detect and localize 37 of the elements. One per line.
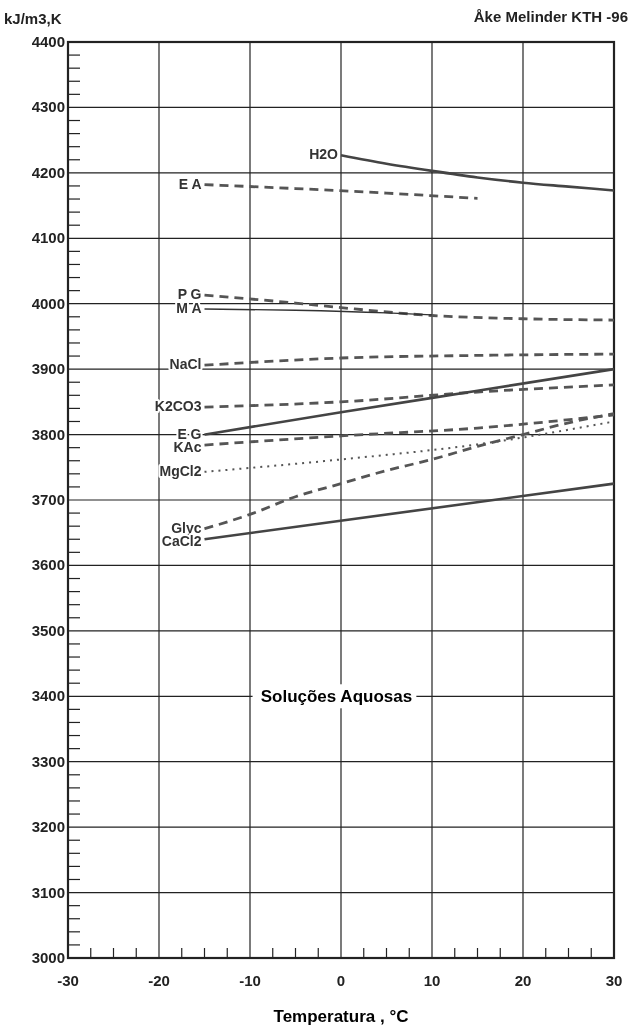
- line-series: [203, 293, 616, 322]
- x-axis-title: Temperatura , °C: [273, 1007, 409, 1026]
- line-series: [339, 153, 616, 192]
- x-tick-label: -20: [148, 972, 170, 989]
- y-tick-label: 3700: [31, 491, 65, 508]
- y-tick-label: 3400: [31, 687, 65, 705]
- x-tick-label: 0: [336, 972, 346, 989]
- y-tick-label: 4200: [31, 163, 65, 181]
- y-tick-label: 4000: [31, 294, 65, 312]
- y-tick-label: 3000: [31, 949, 65, 966]
- y-tick-label: 4300: [31, 98, 65, 116]
- line-series: [203, 352, 616, 367]
- x-tick-label: -10: [239, 972, 261, 989]
- annotation: Soluções Aquosas: [260, 687, 413, 707]
- line-series: [203, 367, 616, 436]
- series-label: MgCl2: [159, 462, 202, 479]
- series-label: KAc: [173, 438, 202, 455]
- series-label: E A: [178, 175, 202, 192]
- text: Åke Melinder KTH -96: [473, 8, 628, 25]
- x-tick-label: 10: [423, 972, 441, 989]
- y-tick-label: 3200: [31, 818, 65, 836]
- x-tick-label: 30: [605, 972, 623, 989]
- series-label: NaCl: [169, 356, 202, 373]
- x-tick-label: -30: [57, 972, 79, 989]
- y-tick-label: 3500: [31, 621, 65, 639]
- y-tick-label: 3100: [31, 883, 65, 901]
- y-tick-label: 3900: [31, 360, 65, 378]
- line-series: [203, 383, 616, 409]
- y-tick-label: 3800: [31, 425, 65, 443]
- y-tick-label: 4100: [31, 229, 65, 247]
- y-tick-label: 4400: [31, 33, 65, 50]
- y-tick-label: 3300: [31, 752, 65, 770]
- series-label: H2O: [309, 146, 339, 163]
- y-tick-label: 3600: [31, 556, 65, 574]
- x-tick-label: 20: [514, 972, 532, 989]
- y-axis-title: kJ/m3,K: [4, 10, 62, 27]
- line-series: [203, 183, 479, 200]
